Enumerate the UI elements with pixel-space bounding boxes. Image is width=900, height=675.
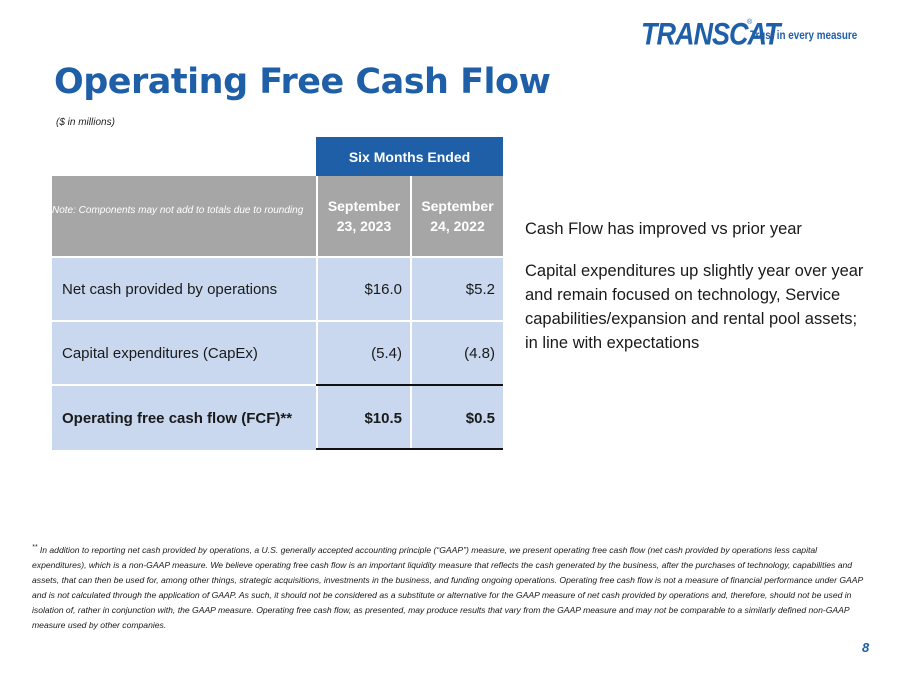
cell-capex-2023: (5.4)	[316, 320, 410, 384]
units-note: ($ in millions)	[56, 117, 115, 128]
row-label-capex: Capital expenditures (CapEx)	[52, 320, 316, 384]
logo-tagline: Trust in every measure	[750, 28, 858, 42]
cell-fcf-2022: $0.5	[410, 384, 503, 450]
logo-wordmark: TRANSCAT	[641, 17, 780, 52]
footnote-marker: **	[32, 544, 38, 551]
page-number: 8	[862, 640, 870, 655]
row-label-net-cash: Net cash provided by operations	[52, 256, 316, 320]
logo-trademark: ®	[747, 19, 753, 26]
table-group-header: Six Months Ended	[316, 137, 503, 176]
footnote: ** In addition to reporting net cash pro…	[32, 540, 870, 633]
fcf-bottom-rule	[316, 448, 503, 450]
cell-net-cash-2023: $16.0	[316, 256, 410, 320]
cell-capex-2022: (4.8)	[410, 320, 503, 384]
page-title: Operating Free Cash Flow	[54, 62, 551, 102]
table-note: Note: Components may not add to totals d…	[52, 176, 316, 256]
column-header-2023: September 23, 2023	[316, 176, 410, 256]
cash-flow-table: Six Months Ended Note: Components may no…	[52, 137, 503, 452]
cell-net-cash-2022: $5.2	[410, 256, 503, 320]
row-label-fcf: Operating free cash flow (FCF)**	[52, 384, 316, 450]
fcf-top-rule	[316, 384, 503, 386]
commentary: Cash Flow has improved vs prior year Cap…	[525, 217, 870, 373]
column-header-2022: September 24, 2022	[410, 176, 503, 256]
commentary-item: Capital expenditures up slightly year ov…	[525, 262, 864, 352]
footnote-text: In addition to reporting net cash provid…	[32, 545, 863, 630]
commentary-item: Cash Flow has improved vs prior year	[525, 220, 802, 238]
cell-fcf-2023: $10.5	[316, 384, 410, 450]
